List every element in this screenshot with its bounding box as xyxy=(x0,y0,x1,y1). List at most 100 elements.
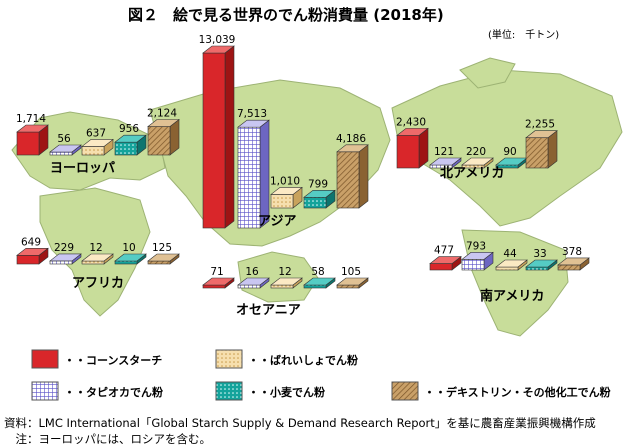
value-label: 477 xyxy=(434,245,454,257)
bar-dextrin xyxy=(336,144,369,209)
bar-top xyxy=(525,259,558,268)
bar-corn xyxy=(429,255,462,271)
bar-dextrin xyxy=(557,257,590,271)
bar-top xyxy=(336,277,369,286)
bar-tapioca xyxy=(49,253,82,265)
bar-front xyxy=(336,284,360,289)
bar-top xyxy=(114,134,147,143)
bar-top xyxy=(81,253,114,262)
bar-front xyxy=(525,137,549,169)
bar-front xyxy=(303,196,327,209)
bar-wheat xyxy=(525,259,558,271)
value-label: 4,186 xyxy=(336,133,366,145)
bar-top xyxy=(202,45,235,54)
bar-top xyxy=(147,119,180,127)
bar-front xyxy=(49,151,73,156)
value-label: 793 xyxy=(466,240,486,252)
value-label: 56 xyxy=(57,133,71,145)
value-label: 7,513 xyxy=(237,108,267,120)
bars-layer: 1,714 56 637 956 2,124 13,039 7,513 1,010 799 4,1… xyxy=(16,34,590,289)
bar-front xyxy=(270,284,294,289)
bar-top xyxy=(461,157,494,166)
bar-tapioca xyxy=(237,277,270,289)
legend-swatch-wheat xyxy=(215,381,243,401)
bar-top xyxy=(429,157,462,166)
legend-label-dextrin: ・・デキストリン・その他化工でん粉 xyxy=(424,385,611,399)
value-label: 10 xyxy=(122,242,135,254)
bar-dextrin xyxy=(147,253,180,265)
value-label: 125 xyxy=(152,242,172,254)
map-oceania xyxy=(237,251,319,303)
region-label-south-america: 南アメリカ xyxy=(480,288,544,304)
bar-front xyxy=(81,260,105,265)
value-label: 220 xyxy=(466,146,486,158)
value-label: 2,430 xyxy=(396,116,426,128)
value-label: 378 xyxy=(562,246,582,258)
value-label: 90 xyxy=(503,146,516,158)
value-label: 1,714 xyxy=(16,113,46,125)
bar-front xyxy=(429,263,453,271)
bar-top xyxy=(81,139,114,147)
value-label: 1,010 xyxy=(270,175,300,187)
bar-front xyxy=(147,260,171,265)
footnote: 注：ヨーロッパには、ロシアを含む。 xyxy=(4,432,211,446)
bar-top xyxy=(461,252,494,260)
value-label: 13,039 xyxy=(199,34,236,46)
value-label: 12 xyxy=(89,242,102,254)
bar-front xyxy=(525,266,549,271)
bar-potato xyxy=(495,259,528,271)
bar-tapioca xyxy=(429,157,462,169)
value-label: 637 xyxy=(86,127,106,139)
legend-label-potato: ・・ばれいしょでん粉 xyxy=(248,353,358,367)
bar-front xyxy=(237,126,261,229)
bar-side xyxy=(358,144,369,209)
value-label: 229 xyxy=(54,242,74,254)
bar-corn xyxy=(16,247,49,265)
bar-side xyxy=(259,119,270,229)
bar-front xyxy=(49,260,73,265)
value-label: 12 xyxy=(278,266,291,278)
bar-top xyxy=(396,128,429,136)
region-label-europe: ヨーロッパ xyxy=(50,161,115,176)
bar-front xyxy=(270,194,294,209)
bar-top xyxy=(270,187,303,195)
bar-corn xyxy=(396,127,429,169)
bar-corn xyxy=(202,45,235,229)
legend-swatch-corn xyxy=(31,349,59,369)
bar-front xyxy=(557,264,581,271)
bar-dextrin xyxy=(147,118,180,156)
bar-potato xyxy=(81,253,114,265)
bar-front xyxy=(147,126,171,156)
bar-corn xyxy=(16,124,49,156)
bar-top xyxy=(147,253,180,262)
region-label-asia: アジア xyxy=(258,214,296,229)
bar-wheat xyxy=(495,157,528,169)
value-label: 33 xyxy=(533,248,546,260)
bar-top xyxy=(525,130,558,139)
bar-tapioca xyxy=(49,144,82,156)
bar-dextrin xyxy=(336,277,369,289)
source-note: 資料：LMC International「Global Starch Suppl… xyxy=(4,416,596,430)
bar-tapioca xyxy=(237,119,270,229)
bar-front xyxy=(16,254,40,265)
bar-front xyxy=(396,135,420,169)
bar-top xyxy=(49,144,82,153)
bar-corn xyxy=(202,277,235,289)
bar-front xyxy=(81,146,105,156)
bar-top xyxy=(114,253,147,262)
bar-potato xyxy=(270,186,303,209)
bar-front xyxy=(237,284,261,289)
bar-front xyxy=(495,266,519,271)
bar-front xyxy=(202,284,226,289)
value-label: 71 xyxy=(210,266,223,278)
bar-top xyxy=(303,277,336,286)
bar-top xyxy=(16,124,49,133)
bar-dextrin xyxy=(525,130,558,169)
bar-tapioca xyxy=(461,251,494,271)
bar-top xyxy=(16,247,49,256)
bar-front xyxy=(303,284,327,289)
unit-label: (単位: 千トン) xyxy=(488,28,559,41)
legend-label-tapioca: ・・タピオカでん粉 xyxy=(64,385,163,399)
bar-top xyxy=(336,144,369,153)
bar-top xyxy=(237,119,270,128)
